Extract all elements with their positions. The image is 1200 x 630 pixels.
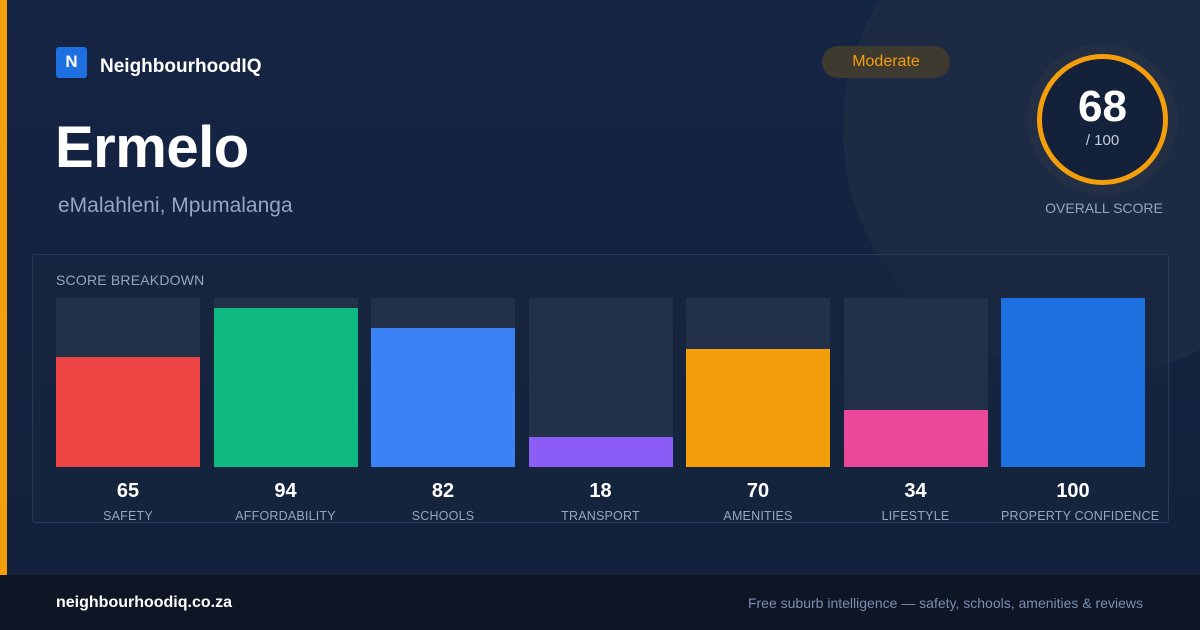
score-bar-value: 65	[116, 480, 140, 502]
score-bar-track	[56, 298, 200, 467]
score-bar-label: AFFORDABILITY	[235, 509, 336, 523]
score-bar-value: 100	[1056, 480, 1090, 502]
score-bar-label: TRANSPORT	[561, 509, 640, 523]
score-bar-track	[843, 298, 988, 467]
suburb-title: Ermelo	[55, 115, 249, 180]
score-bar-value: 94	[274, 480, 297, 502]
accent-bar	[0, 0, 7, 575]
brand-logo-icon: N	[56, 46, 87, 78]
score-bar-label: AMENITIES	[723, 509, 793, 523]
score-bar-value: 34	[904, 480, 927, 502]
score-bar-fill	[56, 357, 200, 467]
score-bar-lifestyle: 34 LIFESTYLE	[843, 298, 988, 523]
footer: neighbourhoodiq.co.za Free suburb intell…	[0, 575, 1200, 630]
score-bar-schools: 82 SCHOOLS	[371, 298, 515, 523]
score-bar-affordability: 94 AFFORDABILITY	[213, 298, 358, 523]
score-bar-track	[1001, 298, 1145, 467]
overall-score-ring: 68 / 100	[1027, 44, 1178, 195]
overall-score-value: 68	[1078, 82, 1127, 131]
score-bar-track	[686, 298, 830, 467]
score-bar-label: PROPERTY CONFIDENCE	[1001, 509, 1160, 523]
score-bar-transport: 18 TRANSPORT	[528, 298, 673, 523]
score-bar-fill	[843, 410, 988, 467]
score-bar-label: SAFETY	[103, 509, 153, 523]
score-bar-amenities: 70 AMENITIES	[686, 298, 830, 523]
suburb-region: eMalahleni, Mpumalanga	[58, 194, 293, 217]
score-bar-fill	[1001, 298, 1145, 467]
score-bar-track	[213, 298, 358, 467]
overall-score-label: OVERALL SCORE	[1045, 200, 1163, 216]
brand-name: NeighbourhoodIQ	[100, 56, 262, 77]
score-bar-label: LIFESTYLE	[881, 509, 950, 523]
score-bar-value: 18	[589, 480, 612, 502]
score-breakdown-panel: SCORE BREAKDOWN 65 SAFETY 94 AFFORDABILITY 8…	[32, 254, 1169, 523]
footer-tagline: Free suburb intelligence — safety, schoo…	[747, 595, 1143, 611]
score-bar-fill	[371, 328, 515, 467]
brand: N NeighbourhoodIQ	[56, 46, 261, 78]
score-bar-track	[528, 298, 673, 467]
score-bar-track	[371, 298, 515, 467]
score-bar-safety: 65 SAFETY	[56, 298, 200, 523]
score-bar-fill	[213, 308, 358, 467]
score-breakdown-title: SCORE BREAKDOWN	[56, 272, 205, 288]
rating-badge: Moderate	[822, 46, 950, 78]
score-bar-value: 82	[431, 480, 455, 502]
overall-score-ring-progress	[1037, 54, 1168, 185]
score-bar-fill	[686, 349, 830, 467]
score-bar-property-confidence: 100 PROPERTY CONFIDENCE	[1001, 298, 1159, 523]
footer-url[interactable]: neighbourhoodiq.co.za	[56, 594, 232, 611]
score-bar-value: 70	[746, 480, 770, 502]
score-bar-fill	[528, 437, 673, 467]
overall-score-max: / 100	[1085, 132, 1120, 149]
score-bar-label: SCHOOLS	[411, 509, 475, 523]
